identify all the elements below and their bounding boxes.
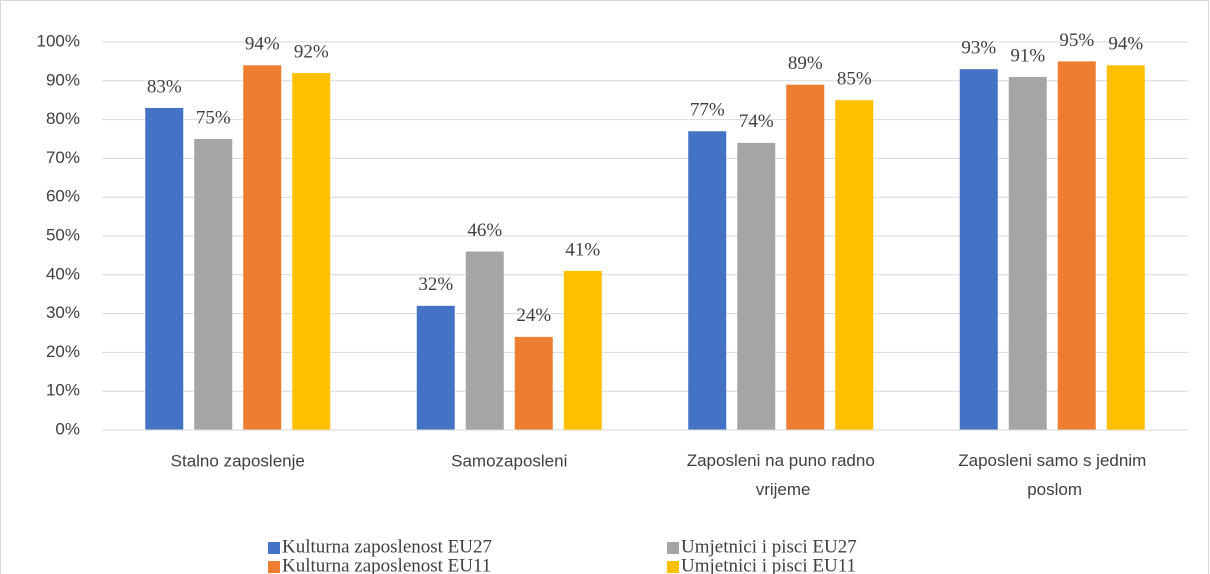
data-label: 93% xyxy=(961,38,996,59)
y-tick-label: 30% xyxy=(46,303,80,322)
data-label: 24% xyxy=(516,305,551,326)
data-label: 94% xyxy=(1108,34,1143,55)
bar xyxy=(786,84,825,431)
bar xyxy=(835,100,874,430)
data-label: 41% xyxy=(565,239,600,260)
data-label: 85% xyxy=(837,69,872,90)
legend-swatch xyxy=(268,561,280,573)
bar xyxy=(145,107,184,431)
legend-swatch xyxy=(268,542,280,554)
legend-label: Kulturna zaposlenost EU11 xyxy=(282,555,491,574)
x-tick-label: Zaposleni samo s jednim poslom xyxy=(958,451,1146,499)
legend-label: Umjetnici i pisci EU11 xyxy=(681,555,856,574)
y-tick-label: 10% xyxy=(46,381,80,400)
legend-swatch xyxy=(667,542,679,554)
data-label: 89% xyxy=(788,53,823,74)
bar xyxy=(194,139,233,430)
x-tick-label: Samozaposleni xyxy=(451,451,567,470)
bar xyxy=(1008,76,1047,431)
data-label: 74% xyxy=(739,111,774,132)
y-tick-label: 50% xyxy=(46,225,80,244)
y-tick-label: 0% xyxy=(55,419,80,438)
y-tick-label: 20% xyxy=(46,342,80,361)
legend-label: Umjetnici i pisci EU27 xyxy=(681,536,857,557)
y-tick-label: 70% xyxy=(46,148,80,167)
data-label: 92% xyxy=(294,41,329,62)
bar xyxy=(737,142,776,430)
data-label: 95% xyxy=(1059,30,1094,51)
bar xyxy=(688,131,727,431)
y-tick-label: 60% xyxy=(46,187,80,206)
data-label: 83% xyxy=(147,76,182,97)
data-label: 75% xyxy=(196,107,231,128)
data-label: 46% xyxy=(467,220,502,241)
x-tick-label: Stalno zaposlenje xyxy=(171,451,305,470)
data-label: 94% xyxy=(245,34,280,55)
bar xyxy=(465,251,504,430)
data-label: 77% xyxy=(690,100,725,121)
bar xyxy=(563,270,602,430)
bar xyxy=(1106,65,1145,430)
x-tick-label: Zaposleni na puno radno vrijeme xyxy=(687,451,875,499)
y-tick-label: 40% xyxy=(46,264,80,283)
bar xyxy=(416,305,455,430)
bar xyxy=(243,65,282,430)
y-tick-label: 100% xyxy=(37,31,80,50)
data-label: 91% xyxy=(1010,45,1045,66)
data-label: 32% xyxy=(418,274,453,295)
bar xyxy=(1057,61,1096,431)
legend-swatch xyxy=(667,561,679,573)
legend-label: Kulturna zaposlenost EU27 xyxy=(282,536,492,557)
y-tick-label: 80% xyxy=(46,109,80,128)
bar xyxy=(959,69,998,430)
bar xyxy=(514,336,553,430)
y-tick-label: 90% xyxy=(46,70,80,89)
bar xyxy=(292,73,331,430)
